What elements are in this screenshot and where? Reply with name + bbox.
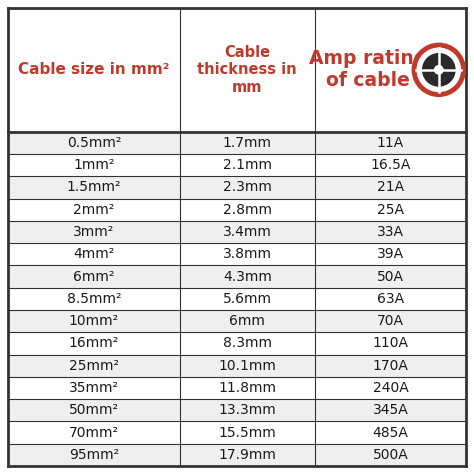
Text: 3.4mm: 3.4mm bbox=[223, 225, 272, 239]
Circle shape bbox=[422, 53, 456, 87]
Text: 25A: 25A bbox=[377, 203, 404, 217]
Text: 70A: 70A bbox=[377, 314, 404, 328]
Bar bbox=[8, 444, 466, 466]
Text: 8.3mm: 8.3mm bbox=[223, 337, 272, 350]
Text: 110A: 110A bbox=[373, 337, 409, 350]
Bar bbox=[8, 399, 466, 421]
Bar bbox=[8, 132, 466, 154]
Bar bbox=[8, 288, 466, 310]
Text: 4.3mm: 4.3mm bbox=[223, 270, 272, 283]
Bar bbox=[8, 377, 466, 399]
Bar bbox=[8, 332, 466, 355]
Text: 2.8mm: 2.8mm bbox=[223, 203, 272, 217]
Text: 15.5mm: 15.5mm bbox=[219, 426, 276, 439]
Circle shape bbox=[411, 43, 466, 97]
Text: 21A: 21A bbox=[377, 181, 404, 194]
Text: 13.3mm: 13.3mm bbox=[219, 403, 276, 417]
Text: 11.8mm: 11.8mm bbox=[219, 381, 276, 395]
Text: 25mm²: 25mm² bbox=[69, 359, 119, 373]
Bar bbox=[8, 176, 466, 199]
Bar bbox=[8, 310, 466, 332]
Text: 4mm²: 4mm² bbox=[73, 247, 115, 261]
Text: Cable size in mm²: Cable size in mm² bbox=[18, 62, 170, 77]
Text: 50A: 50A bbox=[377, 270, 404, 283]
Bar bbox=[8, 199, 466, 221]
Text: 39A: 39A bbox=[377, 247, 404, 261]
Text: 2mm²: 2mm² bbox=[73, 203, 115, 217]
Bar bbox=[8, 421, 466, 444]
Text: 10mm²: 10mm² bbox=[69, 314, 119, 328]
Bar bbox=[8, 221, 466, 243]
Text: 170A: 170A bbox=[373, 359, 409, 373]
Text: 16.5A: 16.5A bbox=[370, 158, 410, 172]
Text: 0.5mm²: 0.5mm² bbox=[67, 136, 121, 150]
Circle shape bbox=[434, 65, 444, 75]
Text: 1.7mm: 1.7mm bbox=[223, 136, 272, 150]
Text: 16mm²: 16mm² bbox=[69, 337, 119, 350]
Text: 70mm²: 70mm² bbox=[69, 426, 119, 439]
Text: 1.5mm²: 1.5mm² bbox=[67, 181, 121, 194]
Bar bbox=[8, 154, 466, 176]
Bar bbox=[8, 355, 466, 377]
Bar bbox=[8, 265, 466, 288]
Text: 11A: 11A bbox=[377, 136, 404, 150]
Text: 345A: 345A bbox=[373, 403, 408, 417]
Text: 2.1mm: 2.1mm bbox=[223, 158, 272, 172]
Text: 500A: 500A bbox=[373, 448, 408, 462]
Text: 3mm²: 3mm² bbox=[73, 225, 115, 239]
Text: 240A: 240A bbox=[373, 381, 408, 395]
Text: 33A: 33A bbox=[377, 225, 404, 239]
Text: 50mm²: 50mm² bbox=[69, 403, 119, 417]
Text: 8.5mm²: 8.5mm² bbox=[67, 292, 121, 306]
Text: 17.9mm: 17.9mm bbox=[219, 448, 276, 462]
Text: 35mm²: 35mm² bbox=[69, 381, 119, 395]
Text: 2.3mm: 2.3mm bbox=[223, 181, 272, 194]
Text: Amp rating
of cable: Amp rating of cable bbox=[309, 49, 427, 91]
Text: Cable
thickness in
mm: Cable thickness in mm bbox=[198, 45, 297, 95]
Text: 6mm: 6mm bbox=[229, 314, 265, 328]
Text: 95mm²: 95mm² bbox=[69, 448, 119, 462]
Text: 3.8mm: 3.8mm bbox=[223, 247, 272, 261]
Bar bbox=[8, 243, 466, 265]
Text: 63A: 63A bbox=[377, 292, 404, 306]
Circle shape bbox=[417, 47, 461, 92]
Text: 5.6mm: 5.6mm bbox=[223, 292, 272, 306]
Text: 6mm²: 6mm² bbox=[73, 270, 115, 283]
Text: 10.1mm: 10.1mm bbox=[219, 359, 276, 373]
Text: 485A: 485A bbox=[373, 426, 409, 439]
Text: 1mm²: 1mm² bbox=[73, 158, 115, 172]
